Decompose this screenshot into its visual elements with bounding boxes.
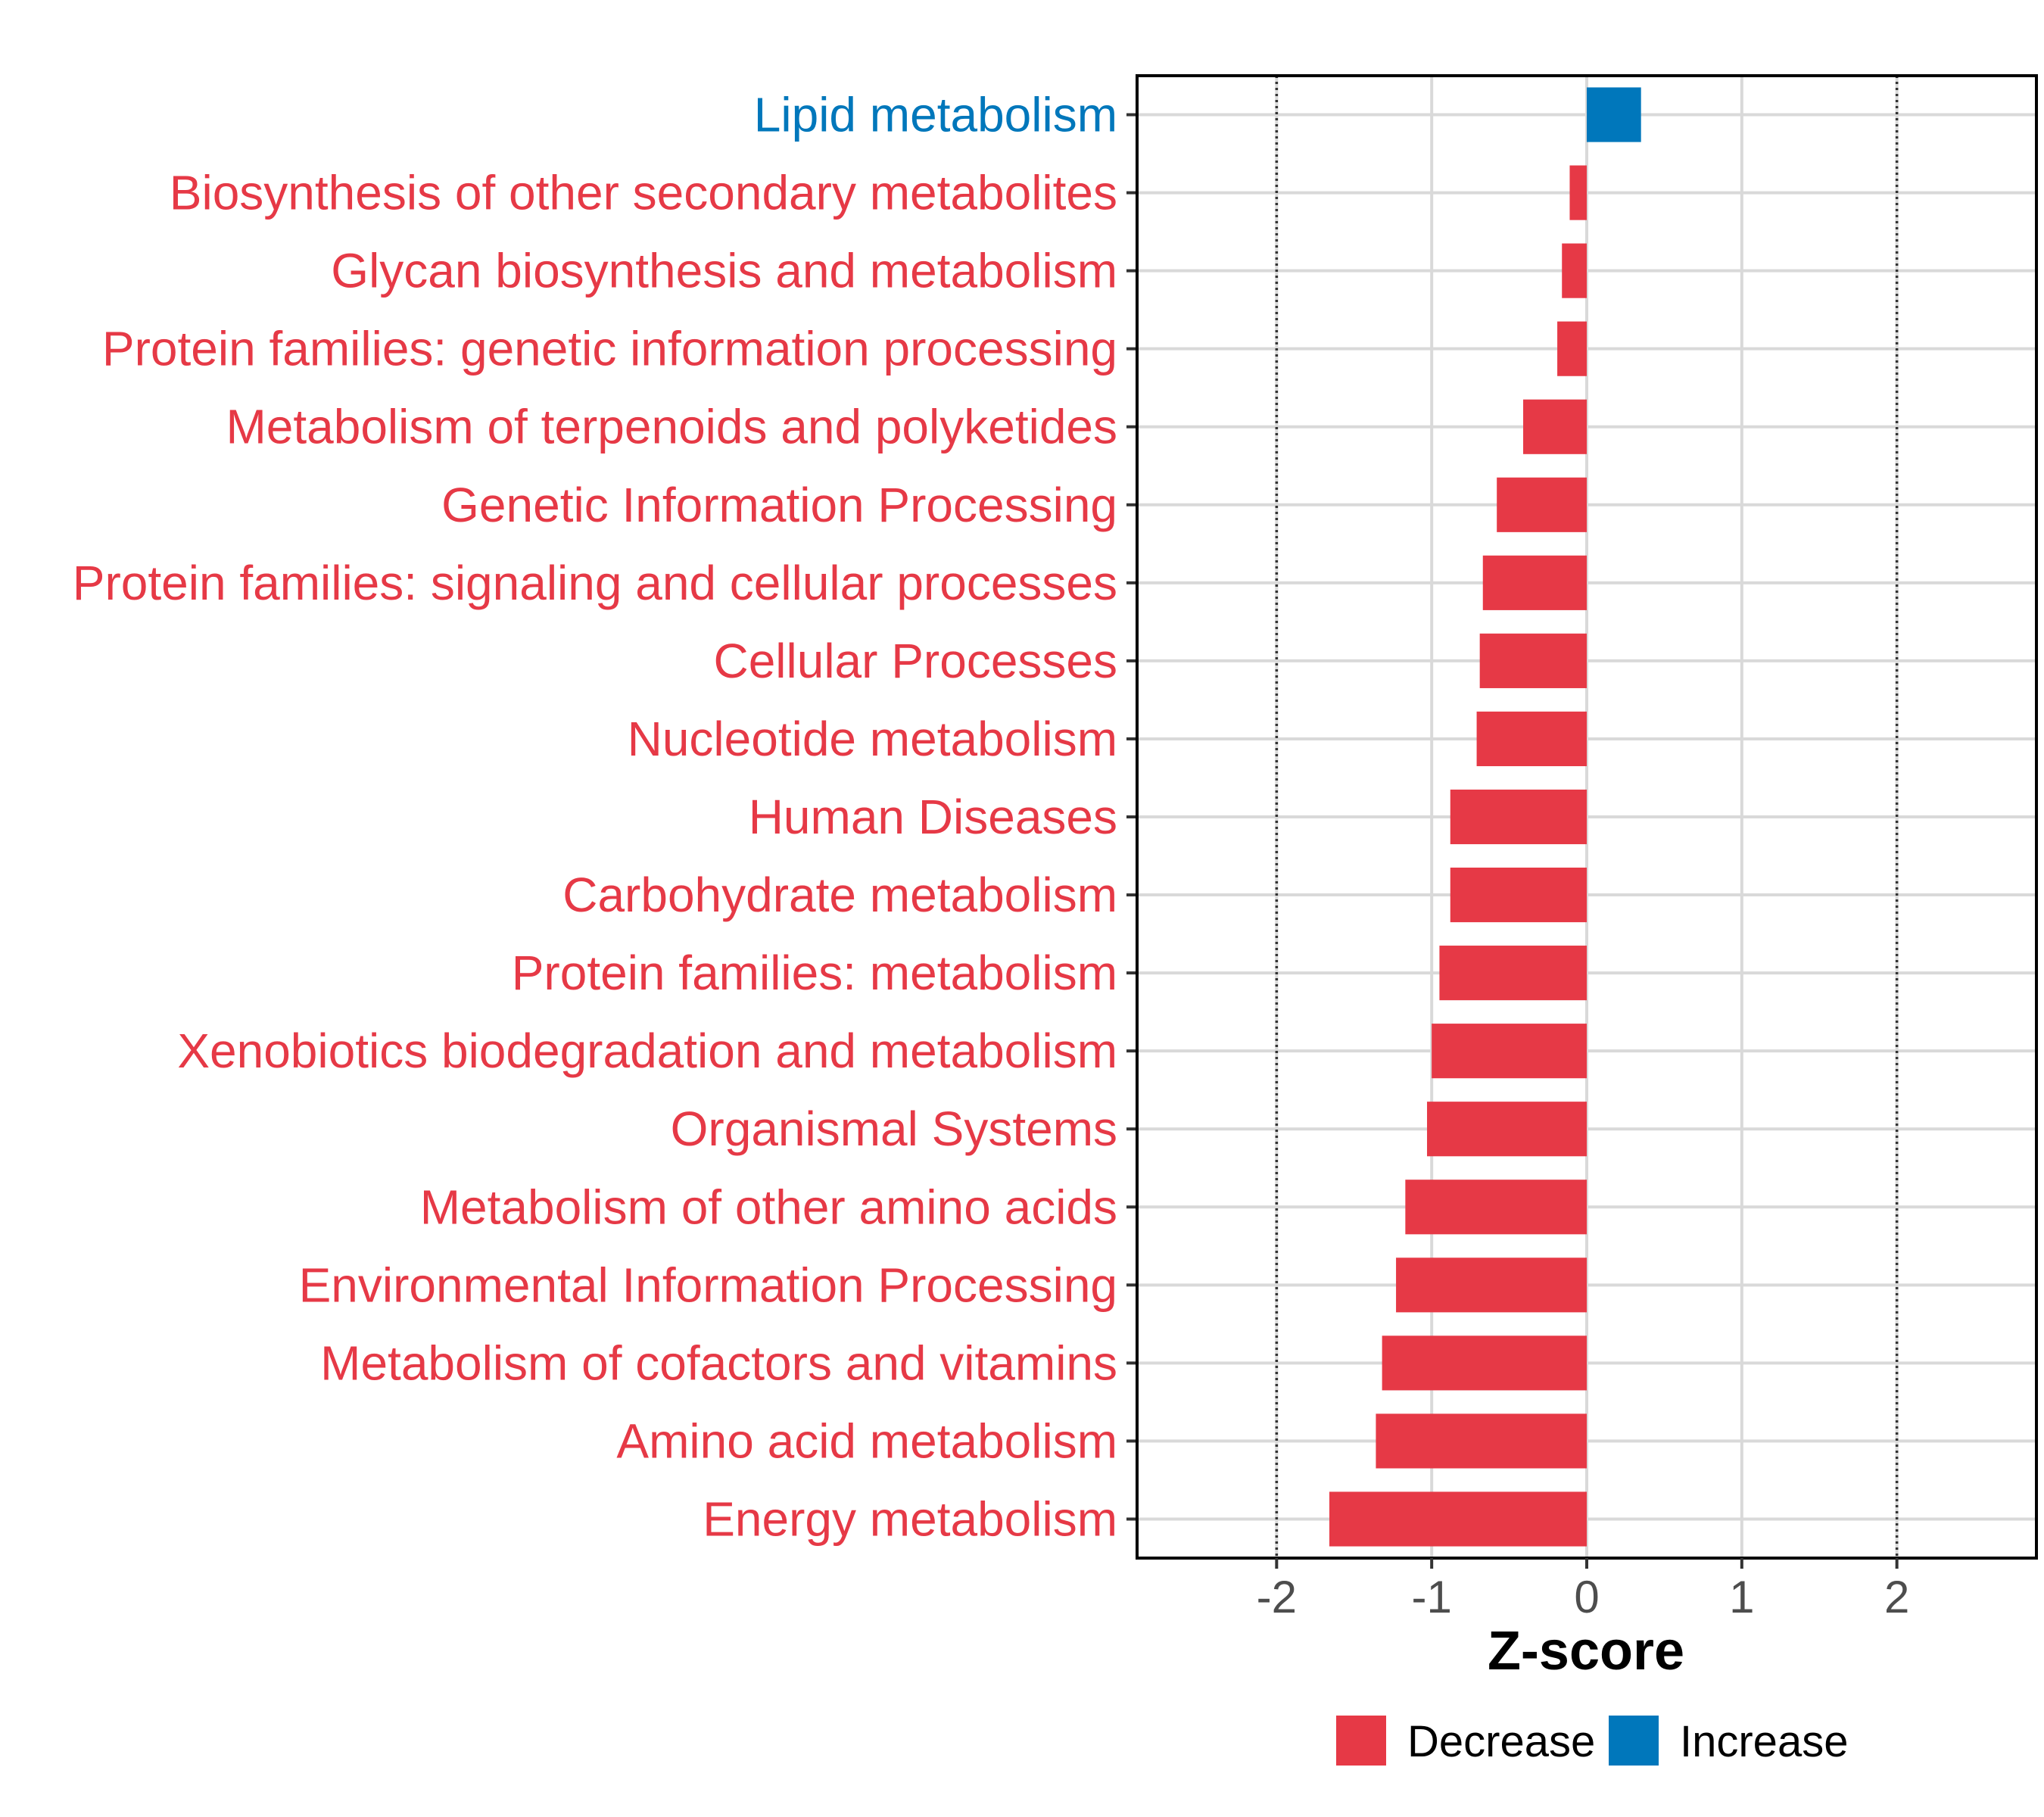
x-axis-title: Z-score <box>1488 1621 1684 1681</box>
bar <box>1497 477 1587 532</box>
category-label: Metabolism of terpenoids and polyketides <box>226 400 1117 454</box>
category-label: Energy metabolism <box>703 1491 1117 1546</box>
bar <box>1376 1413 1587 1469</box>
category-label: Cellular Processes <box>713 634 1117 688</box>
legend-label-increase: Increase <box>1680 1717 1848 1766</box>
bar <box>1587 87 1641 142</box>
bar-layer <box>1329 87 1641 1547</box>
bar <box>1396 1258 1587 1313</box>
bar <box>1479 633 1587 688</box>
axis-layer: Lipid metabolism Biosynthesis of other se… <box>73 74 2038 1622</box>
bar <box>1432 1024 1587 1079</box>
bar <box>1557 321 1587 376</box>
bar <box>1427 1102 1587 1157</box>
category-label: Genetic Information Processing <box>441 478 1117 532</box>
category-label: Human Diseases <box>749 790 1117 844</box>
bar <box>1382 1335 1587 1391</box>
bar <box>1476 711 1587 767</box>
category-label: Protein families: signaling and cellular… <box>73 556 1117 610</box>
bar <box>1523 399 1587 454</box>
bar <box>1450 789 1587 845</box>
category-label: Nucleotide metabolism <box>628 712 1117 766</box>
x-tick-label: 0 <box>1574 1572 1599 1622</box>
category-label: Environmental Information Processing <box>299 1258 1117 1312</box>
bar <box>1562 243 1587 298</box>
category-label: Organismal Systems <box>671 1102 1117 1156</box>
category-label: Carbohydrate metabolism <box>562 868 1117 922</box>
x-tick-label: 1 <box>1729 1572 1754 1622</box>
category-label: Glycan biosynthesis and metabolism <box>331 244 1117 298</box>
bar <box>1482 555 1587 610</box>
category-label: Amino acid metabolism <box>616 1413 1117 1468</box>
category-label: Lipid metabolism <box>754 88 1117 142</box>
legend-key-decrease <box>1336 1716 1386 1766</box>
bar <box>1450 867 1587 923</box>
bar <box>1439 946 1587 1001</box>
bar <box>1569 165 1587 220</box>
legend-label-decrease: Decrease <box>1407 1717 1595 1766</box>
bar <box>1405 1180 1587 1235</box>
category-label: Protein families: metabolism <box>512 946 1117 1000</box>
bar <box>1329 1491 1587 1547</box>
category-label: Xenobiotics biodegradation and metabolis… <box>177 1024 1117 1078</box>
category-label: Biosynthesis of other secondary metaboli… <box>170 166 1117 220</box>
category-label: Metabolism of cofactors and vitamins <box>320 1335 1117 1390</box>
legend-key-increase <box>1609 1716 1659 1766</box>
category-label: Metabolism of other amino acids <box>420 1180 1117 1234</box>
x-tick-label: -1 <box>1411 1572 1451 1622</box>
x-tick-label: 2 <box>1884 1572 1909 1622</box>
category-label: Protein families: genetic information pr… <box>102 322 1117 376</box>
x-tick-label: -2 <box>1257 1572 1297 1622</box>
legend: Decrease Increase <box>1336 1716 1848 1766</box>
